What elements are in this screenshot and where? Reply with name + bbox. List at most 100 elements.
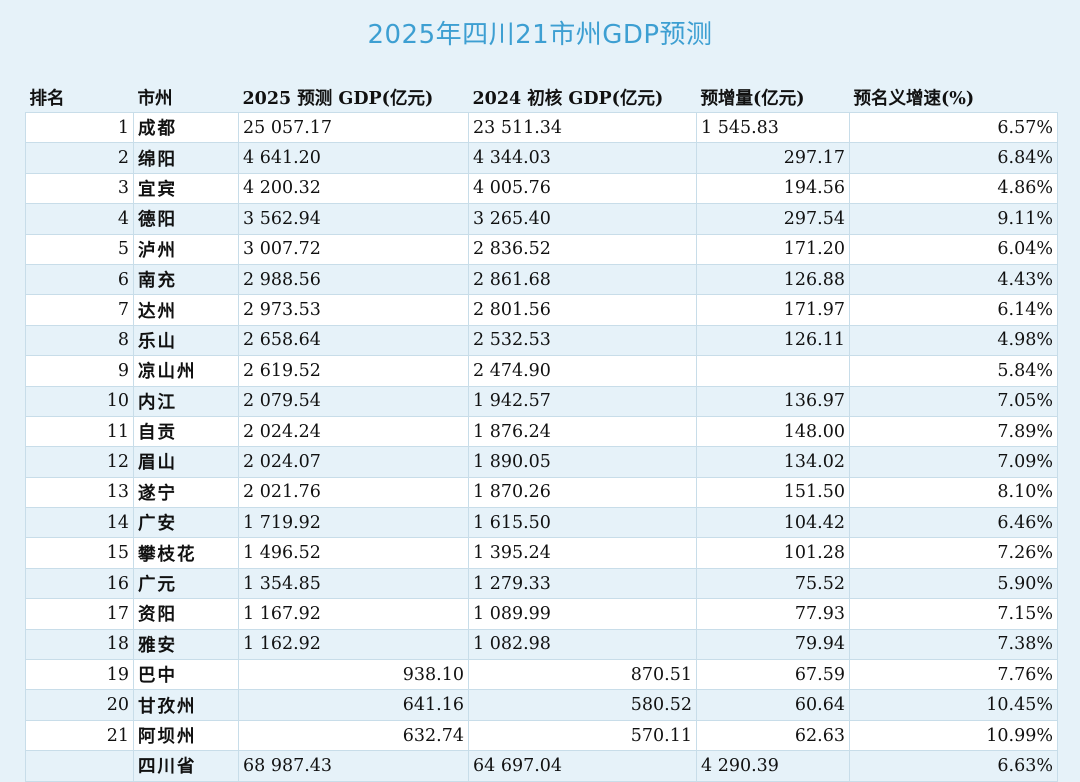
gdp-2025-cell: 4 641.20 — [238, 142, 469, 174]
gdp-2025-cell: 632.74 — [238, 719, 469, 752]
gdp-2024-cell: 1 615.50 — [468, 507, 697, 539]
rank-cell: 6 — [25, 263, 134, 296]
increase-cell: 75.52 — [696, 567, 850, 600]
increase-cell: 297.54 — [696, 203, 850, 235]
table-row: 6 南充 2 988.56 2 861.68 126.88 4.43% — [25, 263, 1058, 296]
gdp-2025-cell: 2 021.76 — [238, 476, 469, 509]
rank-cell: 9 — [25, 355, 134, 387]
rank-cell: 2 — [25, 142, 134, 174]
gdp-2024-cell: 1 876.24 — [468, 415, 697, 448]
city-cell: 达州 — [133, 294, 239, 326]
rank-cell: 11 — [25, 415, 134, 448]
increase-cell: 136.97 — [696, 385, 850, 417]
city-cell: 巴中 — [133, 659, 239, 691]
gdp-2024-cell: 2 801.56 — [468, 294, 697, 326]
table-row: 10 内江 2 079.54 1 942.57 136.97 7.05% — [25, 385, 1058, 417]
header-increase: 预增量(亿元) — [696, 83, 850, 113]
rank-cell: 20 — [25, 689, 134, 721]
city-cell: 遂宁 — [133, 476, 239, 509]
increase-cell: 79.94 — [696, 628, 850, 661]
increase-cell: 60.64 — [696, 689, 850, 721]
growth-cell: 7.15% — [849, 598, 1058, 630]
city-cell: 宜宾 — [133, 172, 239, 205]
gdp-2024-cell: 2 474.90 — [468, 355, 697, 387]
increase-cell: 297.17 — [696, 142, 850, 174]
gdp-2024-cell: 1 395.24 — [468, 537, 697, 569]
table-row: 17 资阳 1 167.92 1 089.99 77.93 7.15% — [25, 598, 1058, 630]
city-cell: 成都 — [133, 111, 239, 144]
city-cell: 眉山 — [133, 446, 239, 478]
gdp-2025-cell: 938.10 — [238, 659, 469, 691]
table-row: 5 泸州 3 007.72 2 836.52 171.20 6.04% — [25, 233, 1058, 265]
rank-cell: 3 — [25, 172, 134, 205]
gdp-2024-cell: 2 836.52 — [468, 233, 697, 265]
table-row: 4 德阳 3 562.94 3 265.40 297.54 9.11% — [25, 203, 1058, 235]
rank-cell: 14 — [25, 507, 134, 539]
growth-cell: 6.04% — [849, 233, 1058, 265]
increase-cell: 171.20 — [696, 233, 850, 265]
gdp-2024-cell: 1 089.99 — [468, 598, 697, 630]
growth-cell: 7.89% — [849, 415, 1058, 448]
gdp-2025-cell: 2 658.64 — [238, 324, 469, 357]
increase-cell: 194.56 — [696, 172, 850, 205]
table-row: 四川省 68 987.43 64 697.04 4 290.39 6.63% — [25, 750, 1058, 782]
rank-cell: 19 — [25, 659, 134, 691]
growth-cell: 9.11% — [849, 203, 1058, 235]
gdp-2025-cell: 2 024.24 — [238, 415, 469, 448]
growth-cell: 4.86% — [849, 172, 1058, 205]
city-cell: 德阳 — [133, 203, 239, 235]
increase-cell — [696, 355, 850, 387]
header-gdp-2024: 2024 初核 GDP(亿元) — [468, 83, 697, 113]
table-row: 21 阿坝州 632.74 570.11 62.63 10.99% — [25, 719, 1058, 752]
gdp-2024-cell: 1 870.26 — [468, 476, 697, 509]
city-cell: 四川省 — [133, 750, 239, 782]
header-gdp-2025: 2025 预测 GDP(亿元) — [238, 83, 469, 113]
rank-cell: 17 — [25, 598, 134, 630]
growth-cell: 6.84% — [849, 142, 1058, 174]
city-cell: 乐山 — [133, 324, 239, 357]
rank-cell: 5 — [25, 233, 134, 265]
city-cell: 雅安 — [133, 628, 239, 661]
gdp-table: 排名 市州 2025 预测 GDP(亿元) 2024 初核 GDP(亿元) 预增… — [25, 83, 1058, 782]
city-cell: 绵阳 — [133, 142, 239, 174]
header-rank: 排名 — [25, 83, 134, 113]
increase-cell: 148.00 — [696, 415, 850, 448]
increase-cell: 104.42 — [696, 507, 850, 539]
gdp-2025-cell: 3 007.72 — [238, 233, 469, 265]
gdp-2025-cell: 68 987.43 — [238, 750, 469, 782]
city-cell: 凉山州 — [133, 355, 239, 387]
city-cell: 阿坝州 — [133, 719, 239, 752]
gdp-2024-cell: 1 082.98 — [468, 628, 697, 661]
rank-cell: 10 — [25, 385, 134, 417]
growth-cell: 6.46% — [849, 507, 1058, 539]
header-growth: 预名义增速(%) — [849, 83, 1058, 113]
city-cell: 广安 — [133, 507, 239, 539]
rank-cell: 15 — [25, 537, 134, 569]
rank-cell: 1 — [25, 111, 134, 144]
gdp-2024-cell: 23 511.34 — [468, 111, 697, 144]
increase-cell: 134.02 — [696, 446, 850, 478]
table-row: 9 凉山州 2 619.52 2 474.90 5.84% — [25, 355, 1058, 387]
rank-cell: 16 — [25, 567, 134, 600]
increase-cell: 1 545.83 — [696, 111, 850, 144]
rank-cell: 21 — [25, 719, 134, 752]
city-cell: 甘孜州 — [133, 689, 239, 721]
increase-cell: 67.59 — [696, 659, 850, 691]
growth-cell: 4.43% — [849, 263, 1058, 296]
increase-cell: 126.88 — [696, 263, 850, 296]
city-cell: 攀枝花 — [133, 537, 239, 569]
rank-cell — [25, 750, 134, 782]
header-city: 市州 — [133, 83, 239, 113]
page-title: 2025年四川21市州GDP预测 — [367, 20, 713, 50]
table-row: 18 雅安 1 162.92 1 082.98 79.94 7.38% — [25, 628, 1058, 661]
gdp-2025-cell: 1 496.52 — [238, 537, 469, 569]
gdp-2024-cell: 1 890.05 — [468, 446, 697, 478]
rank-cell: 8 — [25, 324, 134, 357]
rank-cell: 13 — [25, 476, 134, 509]
gdp-2025-cell: 1 354.85 — [238, 567, 469, 600]
gdp-2024-cell: 64 697.04 — [468, 750, 697, 782]
gdp-2025-cell: 2 079.54 — [238, 385, 469, 417]
gdp-2024-cell: 870.51 — [468, 659, 697, 691]
growth-cell: 7.09% — [849, 446, 1058, 478]
gdp-2025-cell: 2 988.56 — [238, 263, 469, 296]
